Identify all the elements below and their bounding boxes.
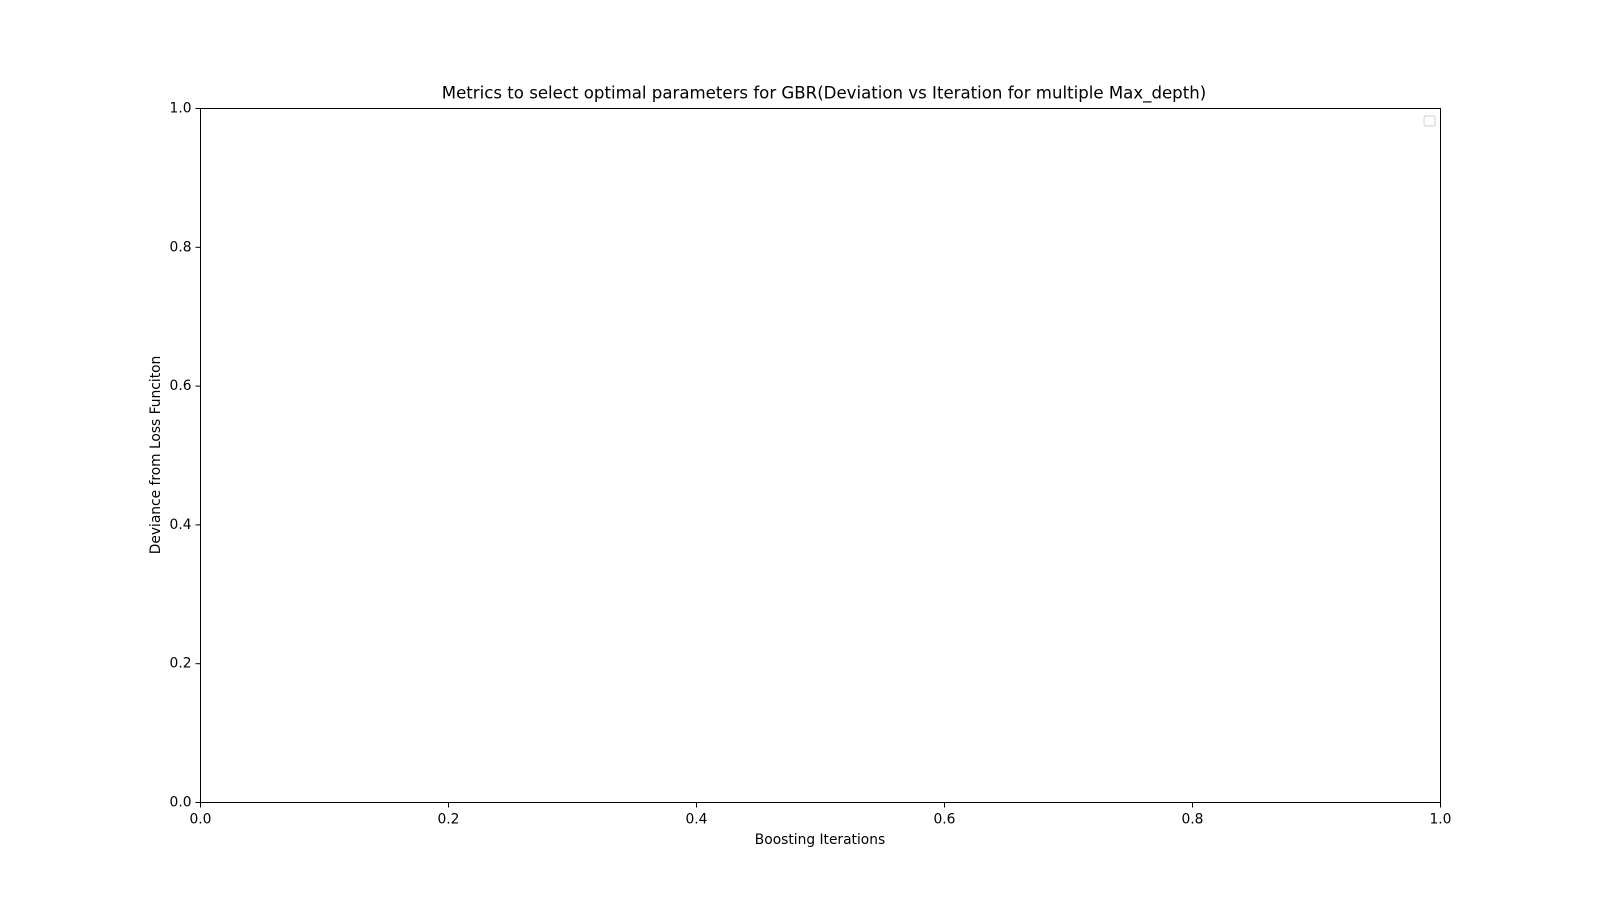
y-tick-label: 0.0 — [170, 795, 192, 811]
x-tick-label: 1.0 — [1430, 812, 1452, 828]
x-tick-label: 0.4 — [686, 812, 708, 828]
legend — [1423, 115, 1436, 127]
x-tick-label: 0.0 — [190, 812, 212, 828]
plot-area — [200, 108, 1441, 803]
chart-title: Metrics to select optimal parameters for… — [442, 84, 1206, 104]
x-tick-label: 0.2 — [438, 812, 460, 828]
x-axis-label: Boosting Iterations — [755, 832, 885, 848]
y-axis-ticks: 0.0 0.2 0.4 0.6 0.8 1.0 — [170, 101, 201, 811]
y-tick-label: 0.2 — [170, 656, 192, 672]
y-tick-label: 1.0 — [170, 101, 192, 117]
y-tick-label: 0.4 — [170, 517, 192, 533]
x-axis-ticks: 0.0 0.2 0.4 0.6 0.8 1.0 — [190, 802, 1452, 828]
legend-box — [1423, 115, 1436, 127]
y-axis-label: Deviance from Loss Funciton — [148, 356, 164, 555]
plot-frame — [200, 108, 1441, 803]
x-tick-label: 0.6 — [934, 812, 956, 828]
x-tick-label: 0.8 — [1182, 812, 1204, 828]
y-tick-label: 0.6 — [170, 378, 192, 394]
y-tick-label: 0.8 — [170, 239, 192, 255]
